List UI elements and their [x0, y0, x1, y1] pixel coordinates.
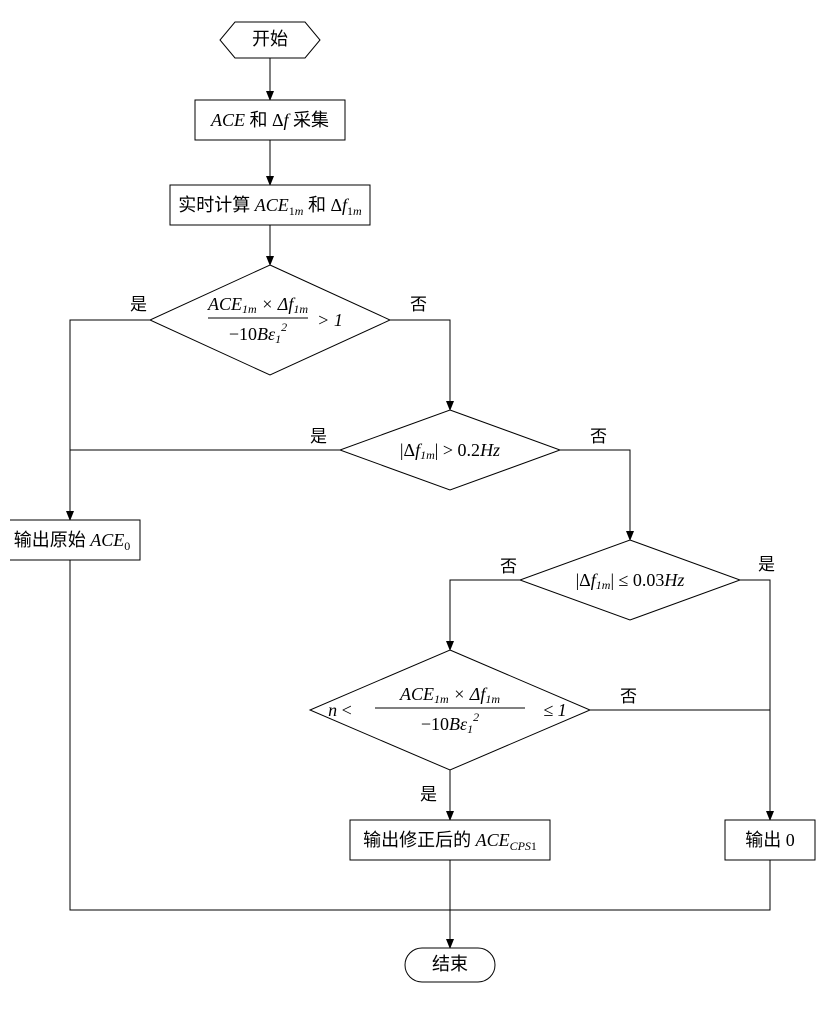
edge-zero-end [450, 860, 770, 910]
edge-d2-no-seg [560, 450, 630, 540]
d4-numerator: ACE1m × Δf1m [399, 684, 500, 706]
node-out-cps: 输出修正后的 ACECPS1 [350, 820, 550, 860]
d3-yes-label: 是 [758, 555, 775, 574]
out-ace0-label: 输出原始 ACE0 [14, 530, 131, 553]
node-d2: |Δf1m| > 0.2Hz [340, 410, 560, 490]
end-label: 结束 [432, 954, 468, 974]
compute-label: 实时计算 ACE1m 和 Δf1m [178, 195, 362, 218]
node-start: 开始 [220, 22, 320, 58]
d3-expr: |Δf1m| ≤ 0.03Hz [576, 570, 685, 592]
node-out-ace0: 输出原始 ACE0 [10, 520, 140, 560]
d2-no-label: 否 [590, 427, 607, 446]
d4-yes-label: 是 [420, 785, 437, 804]
d2-expr: |Δf1m| > 0.2Hz [400, 440, 500, 462]
d1-compare: > 1 [317, 310, 343, 330]
d4-left: n < [328, 700, 352, 720]
node-d1: ACE1m × Δf1m −10Bε12 > 1 [150, 265, 390, 375]
d4-right: ≤ 1 [543, 700, 566, 720]
edge-d3-no-seg [450, 580, 520, 650]
node-end: 结束 [405, 948, 495, 982]
d1-no-label: 否 [410, 295, 427, 314]
node-collect: ACE 和 Δf 采集 [195, 100, 345, 140]
node-d4: n < ACE1m × Δf1m −10Bε12 ≤ 1 [310, 650, 590, 770]
node-out-zero: 输出 0 [725, 820, 815, 860]
d4-no-label: 否 [620, 687, 637, 706]
d1-numerator: ACE1m × Δf1m [207, 294, 308, 316]
node-d3: |Δf1m| ≤ 0.03Hz [520, 540, 740, 620]
edge-d1-no-seg [390, 320, 450, 410]
collect-label: ACE 和 Δf 采集 [210, 110, 329, 130]
flowchart-canvas: 开始 ACE 和 Δf 采集 实时计算 ACE1m 和 Δf1m ACE1m ×… [10, 10, 837, 1010]
node-compute: 实时计算 ACE1m 和 Δf1m [170, 185, 370, 225]
edge-d1-yes-seg [70, 320, 150, 520]
d3-no-label: 否 [500, 557, 517, 576]
start-label: 开始 [252, 29, 288, 49]
d2-yes-label: 是 [310, 427, 327, 446]
edge-d3-yes-seg [740, 580, 770, 820]
d1-yes-label: 是 [130, 295, 147, 314]
out-zero-label: 输出 0 [745, 830, 795, 850]
